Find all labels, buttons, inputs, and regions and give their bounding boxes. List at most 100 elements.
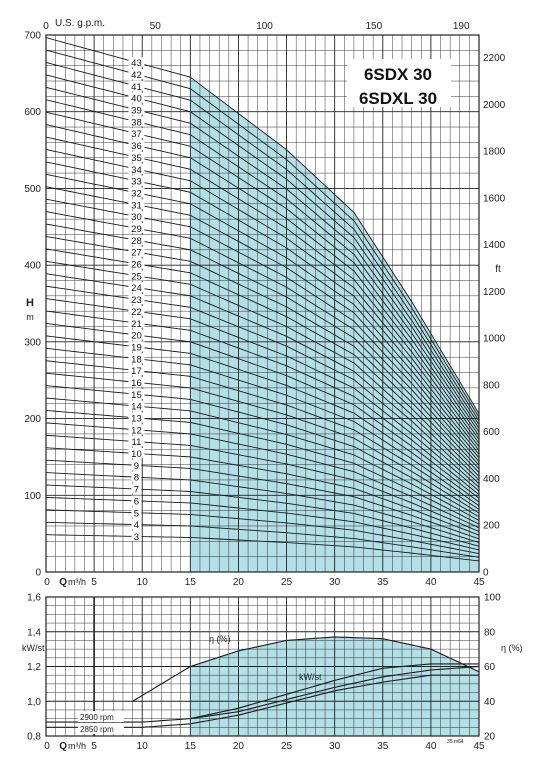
head-x-tick: 40 [425, 577, 437, 588]
stage-label-bg [128, 294, 145, 305]
stage-label-bg [128, 388, 145, 399]
stage-label-4: 4 [134, 520, 139, 531]
stage-curve-26 [45, 248, 480, 477]
stage-label-33: 33 [131, 177, 142, 188]
head-x-tick: 30 [329, 577, 341, 588]
stage-label-10: 10 [131, 449, 142, 460]
ft-tick: 400 [483, 474, 500, 485]
ft-tick: 1400 [483, 240, 506, 251]
efficiency-curve-label: η (%) [209, 634, 231, 644]
head-x-tick: 0 [44, 577, 50, 588]
ft-tick: 800 [483, 380, 500, 391]
stage-label-37: 37 [131, 129, 142, 140]
stage-label-bg [128, 116, 145, 127]
chart-title: 6SDX 30 [364, 65, 432, 84]
power-x-tick: 15 [185, 741, 197, 752]
kw-y-tick: 0,8 [27, 732, 41, 743]
power-x-tick: 10 [137, 741, 149, 752]
eff-y-tick: 20 [484, 732, 496, 743]
ft-tick: 1600 [483, 193, 506, 204]
gpm-tick: 0 [43, 21, 49, 32]
ft-tick: 600 [483, 427, 500, 438]
stage-label-24: 24 [131, 283, 142, 294]
stage-label-21: 21 [131, 319, 142, 330]
stage-curve-22 [45, 298, 480, 492]
stage-curve-41 [45, 62, 480, 422]
stage-label-bg [128, 199, 145, 210]
stage-curve-31 [45, 186, 480, 459]
stage-label-8: 8 [134, 473, 139, 484]
stage-label-43: 43 [131, 58, 142, 69]
stage-curve-35 [45, 136, 480, 444]
ft-tick: 2000 [483, 100, 506, 111]
stage-label-bg [128, 163, 145, 174]
stage-label-bg [128, 246, 145, 257]
stage-curve-38 [45, 99, 480, 433]
head-curves [45, 37, 480, 562]
rpm-label-bg-1 [78, 711, 124, 722]
stage-curve-34 [45, 149, 480, 448]
head-y-tick: 100 [24, 491, 41, 502]
rpm-label-2850: 2850 rpm [80, 725, 114, 734]
power-x-tick: 20 [233, 741, 245, 752]
stage-label-7: 7 [134, 485, 139, 496]
stage-curve-6 [45, 496, 480, 551]
stage-label-bg [131, 483, 142, 494]
stage-label-bg [128, 211, 145, 222]
head-y-tick: 700 [24, 31, 41, 42]
stage-label-bg [128, 128, 145, 139]
stage-label-38: 38 [131, 117, 142, 128]
kw-y-tick: 1,2 [27, 662, 41, 673]
stage-label-11: 11 [132, 437, 142, 448]
head-x-tick: 15 [185, 577, 197, 588]
stage-curve-4 [45, 521, 480, 558]
stage-curve-21 [45, 310, 480, 496]
power-x-tick: 25 [281, 741, 293, 752]
stage-label-bg [128, 329, 145, 340]
stage-label-18: 18 [131, 354, 142, 365]
stage-label-bg [128, 305, 145, 316]
gpm-tick: 190 [453, 21, 470, 32]
stage-curve-14 [45, 397, 480, 521]
stage-label-22: 22 [131, 307, 142, 318]
stage-curve-18 [45, 347, 480, 507]
stage-curve-36 [45, 124, 480, 440]
stage-label-13: 13 [131, 414, 142, 425]
stage-curve-32 [45, 173, 480, 455]
kw-curve-upper [46, 663, 479, 723]
head-x-tick: 10 [137, 577, 149, 588]
stage-label-bg [128, 365, 145, 376]
eff-y-tick: 40 [484, 697, 496, 708]
stage-curve-16 [45, 372, 480, 514]
gpm-tick: 100 [256, 21, 273, 32]
stage-curve-42 [45, 49, 480, 418]
ft-tick: 2200 [483, 53, 506, 64]
stage-label-bg [128, 223, 145, 234]
stage-labels: 3456789101112131415161718192021222324252… [128, 57, 145, 543]
kw-y-tick: 1,0 [27, 697, 41, 708]
head-y-tick: 600 [24, 107, 41, 118]
stage-label-20: 20 [131, 331, 142, 342]
stage-label-5: 5 [134, 508, 139, 519]
stage-curve-13 [45, 409, 480, 525]
stage-label-bg [128, 234, 145, 245]
stage-label-9: 9 [134, 461, 139, 472]
stage-label-40: 40 [131, 94, 142, 105]
stage-curve-33 [45, 161, 480, 451]
stage-label-34: 34 [131, 165, 142, 176]
stage-label-15: 15 [131, 390, 142, 401]
stage-label-19: 19 [131, 342, 142, 353]
stage-curve-27 [45, 236, 480, 473]
chart-subtitle: 6SDXL 30 [359, 89, 437, 108]
title-box [347, 59, 451, 107]
stage-label-27: 27 [131, 248, 142, 259]
q-axis-unit: m³/h [68, 577, 86, 587]
stage-label-bg [128, 151, 145, 162]
kw-y-tick: 1,4 [27, 627, 41, 638]
head-x-tick: 25 [281, 577, 293, 588]
head-x-tick: 5 [91, 577, 97, 588]
stage-curve-29 [45, 211, 480, 466]
stage-label-bg [128, 175, 145, 186]
stage-label-17: 17 [131, 366, 142, 377]
